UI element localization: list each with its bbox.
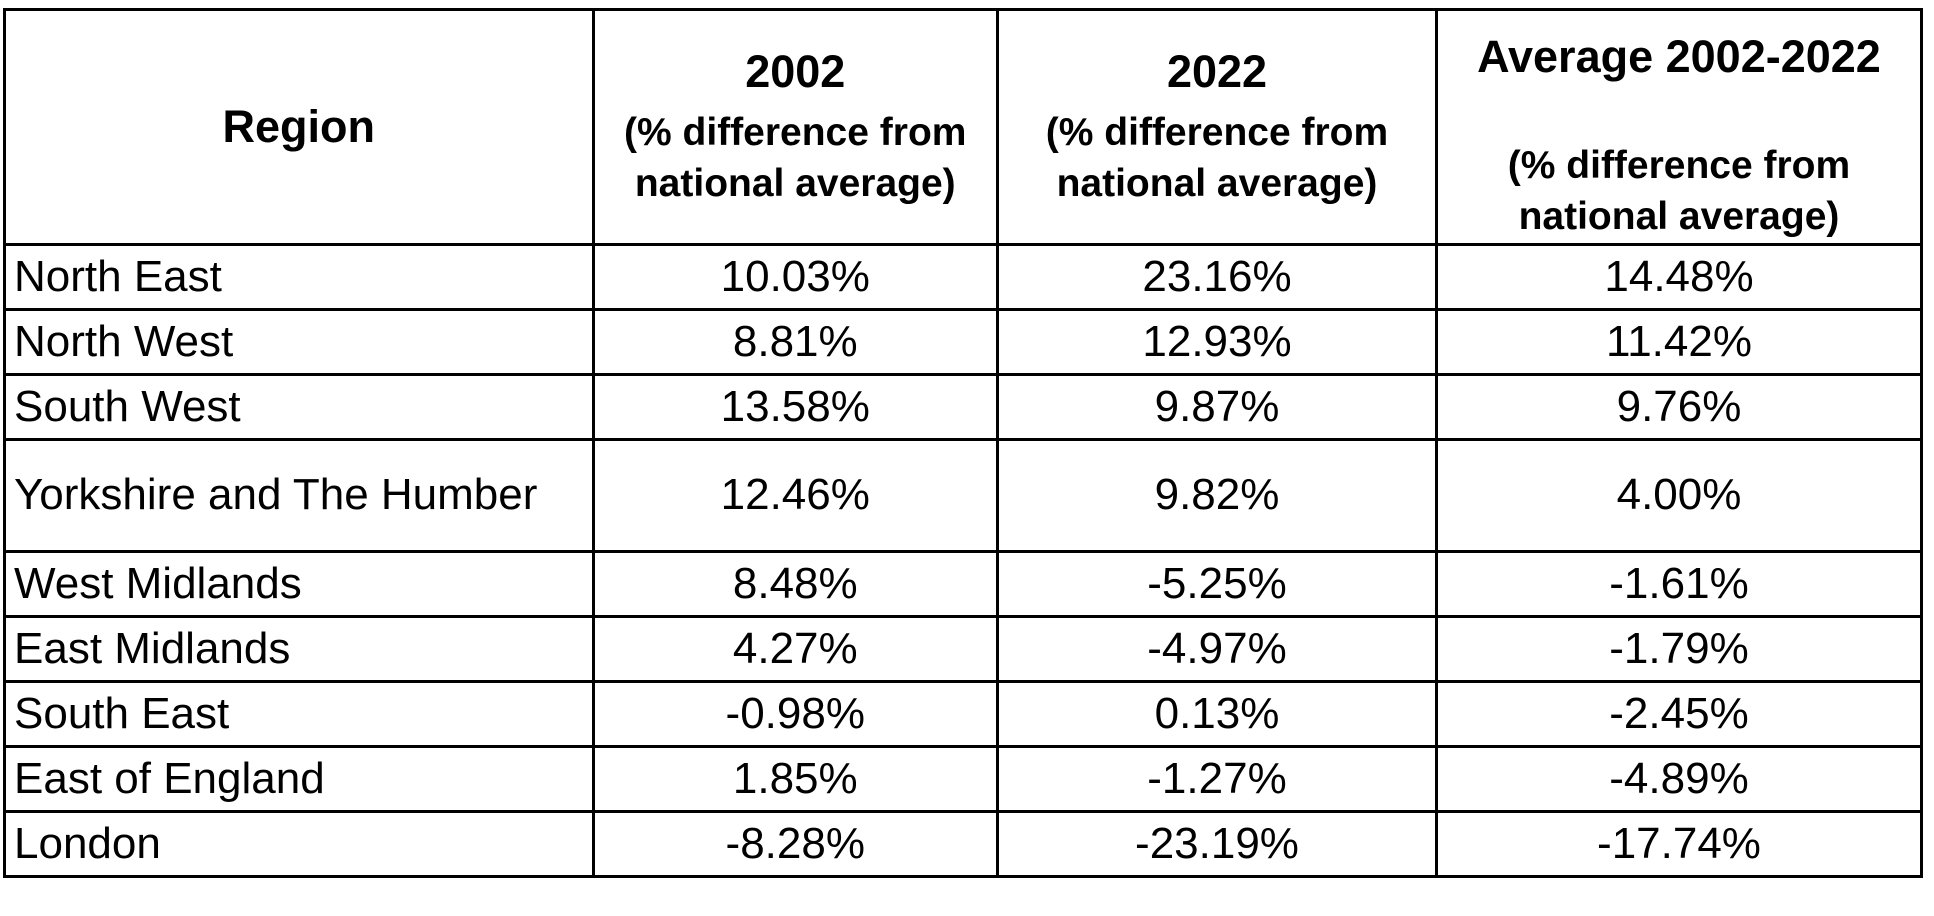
table-row: South East -0.98% 0.13% -2.45%: [3, 679, 1924, 748]
value-2002-cell: 8.81%: [591, 307, 1000, 376]
value-average-cell: 14.48%: [1434, 242, 1924, 311]
average-subtitle: (% difference from national average): [1507, 144, 1851, 238]
value-2022-cell: -4.97%: [996, 614, 1438, 683]
table-header: Region 2002 (% difference from national …: [3, 8, 1924, 246]
value-2002-cell: 12.46%: [591, 437, 1000, 553]
table-row: Yorkshire and The Humber 12.46% 9.82% 4.…: [3, 437, 1924, 553]
value-2022-cell: 12.93%: [996, 307, 1438, 376]
region-cell: South East: [3, 679, 595, 748]
value-2022-cell: 0.13%: [996, 679, 1438, 748]
regional-difference-table: Region 2002 (% difference from national …: [3, 8, 1924, 878]
region-cell: East of England: [3, 744, 595, 813]
value-2002-cell: 13.58%: [591, 372, 1000, 441]
region-header-label: Region: [222, 100, 376, 152]
table-row: North West 8.81% 12.93% 11.42%: [3, 307, 1924, 376]
average-title: Average 2002-2022: [1477, 31, 1881, 82]
page: Region 2002 (% difference from national …: [0, 8, 1934, 916]
value-average-cell: 9.76%: [1434, 372, 1924, 441]
value-2022-cell: -1.27%: [996, 744, 1438, 813]
region-cell: East Midlands: [3, 614, 595, 683]
value-2002-cell: 8.48%: [591, 549, 1000, 618]
year-2002-title: 2002: [745, 46, 846, 97]
table-row: South West 13.58% 9.87% 9.76%: [3, 372, 1924, 441]
value-2022-cell: 9.82%: [996, 437, 1438, 553]
value-average-cell: -1.79%: [1434, 614, 1924, 683]
value-2002-cell: -8.28%: [591, 809, 1000, 878]
value-2022-cell: -23.19%: [996, 809, 1438, 878]
column-header-average: Average 2002-2022 (% difference from nat…: [1434, 8, 1924, 246]
region-cell: South West: [3, 372, 595, 441]
value-average-cell: -4.89%: [1434, 744, 1924, 813]
column-header-2022: 2022 (% difference from national average…: [996, 8, 1438, 246]
year-2022-subtitle: (% difference from national average): [1045, 111, 1389, 205]
value-2002-cell: 10.03%: [591, 242, 1000, 311]
column-header-2002: 2002 (% difference from national average…: [591, 8, 1000, 246]
region-cell: Yorkshire and The Humber: [3, 437, 595, 553]
value-average-cell: 4.00%: [1434, 437, 1924, 553]
value-2002-cell: -0.98%: [591, 679, 1000, 748]
region-cell: North East: [3, 242, 595, 311]
table-row: London -8.28% -23.19% -17.74%: [3, 809, 1924, 878]
header-row: Region 2002 (% difference from national …: [3, 8, 1924, 246]
table-row: East Midlands 4.27% -4.97% -1.79%: [3, 614, 1924, 683]
value-2002-cell: 4.27%: [591, 614, 1000, 683]
value-2022-cell: 23.16%: [996, 242, 1438, 311]
value-average-cell: -2.45%: [1434, 679, 1924, 748]
value-2002-cell: 1.85%: [591, 744, 1000, 813]
value-average-cell: -17.74%: [1434, 809, 1924, 878]
value-2022-cell: 9.87%: [996, 372, 1438, 441]
table-row: North East 10.03% 23.16% 14.48%: [3, 242, 1924, 311]
value-2022-cell: -5.25%: [996, 549, 1438, 618]
region-cell: West Midlands: [3, 549, 595, 618]
table-row: West Midlands 8.48% -5.25% -1.61%: [3, 549, 1924, 618]
value-average-cell: -1.61%: [1434, 549, 1924, 618]
value-average-cell: 11.42%: [1434, 307, 1924, 376]
table-body: North East 10.03% 23.16% 14.48% North We…: [3, 242, 1924, 878]
region-cell: London: [3, 809, 595, 878]
region-cell: North West: [3, 307, 595, 376]
column-header-region: Region: [3, 8, 595, 246]
table-row: East of England 1.85% -1.27% -4.89%: [3, 744, 1924, 813]
year-2022-title: 2022: [1166, 46, 1268, 97]
year-2002-subtitle: (% difference from national average): [624, 111, 967, 205]
